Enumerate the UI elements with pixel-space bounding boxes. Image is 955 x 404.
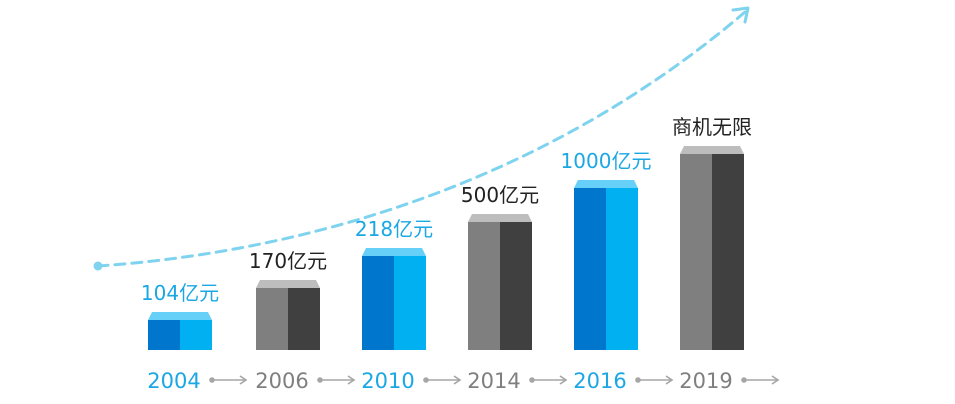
bar-side-2006 bbox=[288, 288, 320, 350]
year-label-2010: 2010 bbox=[361, 369, 414, 393]
bar-side-2016 bbox=[606, 188, 638, 350]
bar-label-2004: 104亿元 bbox=[141, 281, 219, 305]
bar-front-2016 bbox=[574, 188, 606, 350]
bar-label-2006: 170亿元 bbox=[249, 249, 327, 273]
bar-top-2010 bbox=[362, 248, 426, 256]
trend-line bbox=[96, 10, 747, 268]
trend-start-dot bbox=[93, 261, 103, 271]
bar-top-2014 bbox=[468, 214, 532, 222]
timeline-arrowhead-2019 bbox=[771, 375, 780, 385]
bar-front-2019 bbox=[680, 154, 712, 350]
year-label-2014: 2014 bbox=[467, 369, 520, 393]
bar-front-2004 bbox=[148, 320, 180, 350]
timeline-arrowhead-2006 bbox=[347, 375, 356, 385]
bar-side-2010 bbox=[394, 256, 426, 350]
timeline-arrowhead-2004 bbox=[239, 375, 248, 385]
bar-top-2019 bbox=[680, 146, 744, 154]
bar-front-2010 bbox=[362, 256, 394, 350]
bar-top-2016 bbox=[574, 180, 638, 188]
bar-top-2004 bbox=[148, 312, 212, 320]
bar-label-2016: 1000亿元 bbox=[561, 149, 652, 173]
bar-top-2006 bbox=[256, 280, 320, 288]
bar-side-2014 bbox=[500, 222, 532, 350]
year-label-2004: 2004 bbox=[147, 369, 200, 393]
bar-front-2006 bbox=[256, 288, 288, 350]
trend-arrowhead bbox=[731, 6, 750, 24]
bar-side-2004 bbox=[180, 320, 212, 350]
timeline-arrowhead-2016 bbox=[665, 375, 674, 385]
timeline-arrowhead-2014 bbox=[559, 375, 568, 385]
year-label-2019: 2019 bbox=[679, 369, 732, 393]
year-label-2016: 2016 bbox=[573, 369, 626, 393]
timeline-arrowhead-2010 bbox=[453, 375, 462, 385]
bar-label-2019: 商机无限 bbox=[672, 115, 752, 139]
bar-side-2019 bbox=[712, 154, 744, 350]
bar-label-2010: 218亿元 bbox=[355, 217, 433, 241]
year-label-2006: 2006 bbox=[255, 369, 308, 393]
bar-label-2014: 500亿元 bbox=[461, 183, 539, 207]
bar-front-2014 bbox=[468, 222, 500, 350]
